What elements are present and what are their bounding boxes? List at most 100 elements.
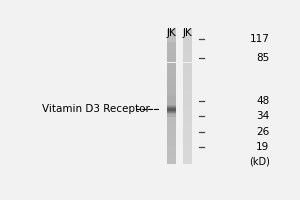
Text: (kD): (kD): [249, 157, 269, 167]
Bar: [183, 81, 192, 83]
Bar: [183, 53, 192, 56]
Bar: [167, 94, 176, 96]
Bar: [167, 123, 176, 126]
Bar: [167, 87, 176, 90]
Bar: [167, 139, 176, 142]
Bar: [167, 144, 176, 146]
Bar: [183, 72, 192, 74]
Bar: [167, 47, 176, 49]
Bar: [167, 90, 176, 92]
Bar: [183, 85, 192, 87]
Bar: [167, 60, 176, 62]
Bar: [167, 38, 176, 40]
Bar: [183, 139, 192, 142]
Text: Vitamin D3 Receptor: Vitamin D3 Receptor: [42, 104, 150, 114]
Bar: [167, 108, 176, 109]
Bar: [183, 67, 192, 69]
Bar: [183, 94, 192, 96]
Bar: [167, 103, 176, 105]
Bar: [167, 133, 176, 135]
Bar: [167, 106, 176, 107]
Bar: [167, 101, 176, 103]
Bar: [167, 137, 176, 139]
Bar: [183, 35, 192, 38]
Bar: [183, 40, 192, 42]
Bar: [183, 160, 192, 162]
Bar: [183, 29, 192, 31]
Bar: [183, 83, 192, 85]
Bar: [167, 112, 176, 114]
Bar: [167, 119, 176, 121]
Bar: [167, 112, 176, 113]
Bar: [167, 85, 176, 87]
Bar: [167, 109, 176, 110]
Bar: [167, 105, 176, 106]
Bar: [167, 110, 176, 112]
Bar: [167, 107, 176, 108]
Bar: [167, 153, 176, 155]
Bar: [183, 153, 192, 155]
Bar: [183, 49, 192, 51]
Bar: [167, 114, 176, 117]
Bar: [167, 76, 176, 78]
Bar: [183, 142, 192, 144]
Bar: [183, 148, 192, 151]
Text: 19: 19: [256, 142, 269, 152]
Bar: [183, 65, 192, 67]
Bar: [167, 83, 176, 85]
Bar: [167, 142, 176, 144]
Bar: [167, 69, 176, 72]
Bar: [183, 130, 192, 133]
Bar: [167, 135, 176, 137]
Bar: [167, 121, 176, 123]
Bar: [167, 111, 176, 112]
Bar: [167, 117, 176, 119]
Bar: [183, 105, 192, 108]
Bar: [183, 44, 192, 47]
Bar: [167, 81, 176, 83]
Bar: [167, 148, 176, 151]
Bar: [167, 53, 176, 56]
Bar: [167, 74, 176, 76]
Bar: [183, 135, 192, 137]
Bar: [183, 119, 192, 121]
Bar: [167, 31, 176, 33]
Bar: [183, 76, 192, 78]
Bar: [167, 128, 176, 130]
Text: 26: 26: [256, 127, 269, 137]
Bar: [167, 29, 176, 31]
Bar: [183, 31, 192, 33]
Bar: [183, 74, 192, 76]
Bar: [183, 90, 192, 92]
Text: 85: 85: [256, 53, 269, 63]
Bar: [183, 112, 192, 114]
Bar: [183, 133, 192, 135]
Bar: [167, 44, 176, 47]
Bar: [167, 126, 176, 128]
Bar: [167, 33, 176, 35]
Text: 48: 48: [256, 96, 269, 106]
Bar: [183, 96, 192, 99]
Bar: [183, 123, 192, 126]
Bar: [183, 38, 192, 40]
Bar: [183, 121, 192, 123]
Text: JK: JK: [166, 28, 176, 38]
Bar: [183, 137, 192, 139]
Bar: [183, 99, 192, 101]
Bar: [167, 108, 176, 110]
Bar: [183, 69, 192, 72]
Bar: [183, 157, 192, 160]
Bar: [167, 130, 176, 133]
Bar: [167, 160, 176, 162]
Bar: [183, 92, 192, 94]
Bar: [183, 42, 192, 44]
Bar: [167, 110, 176, 111]
Bar: [167, 56, 176, 58]
Bar: [183, 101, 192, 103]
Bar: [183, 47, 192, 49]
Bar: [183, 60, 192, 62]
Bar: [183, 155, 192, 157]
Bar: [183, 162, 192, 164]
Bar: [167, 99, 176, 101]
Bar: [167, 78, 176, 81]
